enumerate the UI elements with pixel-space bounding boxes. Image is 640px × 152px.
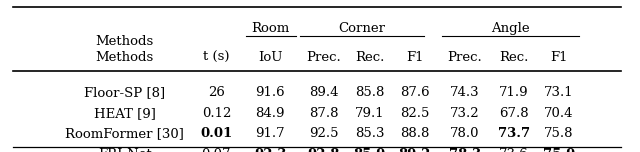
Text: 73.2: 73.2 (450, 107, 479, 120)
Text: 87.8: 87.8 (309, 107, 339, 120)
Text: Corner: Corner (338, 22, 385, 35)
Text: 87.6: 87.6 (400, 86, 429, 99)
Text: 70.4: 70.4 (544, 107, 573, 120)
Text: Methods: Methods (95, 51, 154, 64)
Text: F1: F1 (550, 51, 568, 64)
Text: IoU: IoU (258, 51, 282, 64)
Text: 91.7: 91.7 (255, 127, 285, 140)
Text: Prec.: Prec. (307, 51, 341, 64)
Text: 92.3: 92.3 (254, 148, 286, 152)
Text: 78.0: 78.0 (450, 127, 479, 140)
Text: 91.6: 91.6 (255, 86, 285, 99)
Text: 0.01: 0.01 (200, 127, 232, 140)
Text: 78.3: 78.3 (449, 148, 481, 152)
Text: 85.3: 85.3 (355, 127, 385, 140)
Text: Rec.: Rec. (355, 51, 385, 64)
Text: 67.8: 67.8 (499, 107, 529, 120)
Text: 75.9: 75.9 (543, 148, 575, 152)
Text: 0.07: 0.07 (202, 148, 231, 152)
Text: 79.1: 79.1 (355, 107, 385, 120)
Text: F1: F1 (406, 51, 424, 64)
Text: Floor-SP [8]: Floor-SP [8] (84, 86, 165, 99)
Text: 85.8: 85.8 (355, 86, 385, 99)
Text: 92.8: 92.8 (308, 148, 340, 152)
Text: 92.5: 92.5 (309, 127, 339, 140)
Text: FRI-Net: FRI-Net (98, 148, 152, 152)
Text: Angle: Angle (491, 22, 530, 35)
Text: 89.4: 89.4 (309, 86, 339, 99)
Text: 84.9: 84.9 (255, 107, 285, 120)
Text: 75.8: 75.8 (544, 127, 573, 140)
Text: 82.5: 82.5 (400, 107, 429, 120)
Text: 89.2: 89.2 (399, 148, 431, 152)
Text: 26: 26 (208, 86, 225, 99)
Text: RoomFormer [30]: RoomFormer [30] (65, 127, 184, 140)
Text: 88.8: 88.8 (400, 127, 429, 140)
Text: 74.3: 74.3 (450, 86, 479, 99)
Text: 71.9: 71.9 (499, 86, 529, 99)
Text: 73.1: 73.1 (544, 86, 573, 99)
Text: Room: Room (252, 22, 290, 35)
Text: 73.7: 73.7 (498, 127, 530, 140)
Text: HEAT [9]: HEAT [9] (94, 107, 156, 120)
Text: 73.6: 73.6 (499, 148, 529, 152)
Text: t (s): t (s) (203, 51, 230, 64)
Text: Rec.: Rec. (499, 51, 529, 64)
Text: Methods: Methods (95, 35, 154, 48)
Text: Prec.: Prec. (447, 51, 482, 64)
Text: 85.9: 85.9 (354, 148, 386, 152)
Text: 0.12: 0.12 (202, 107, 231, 120)
